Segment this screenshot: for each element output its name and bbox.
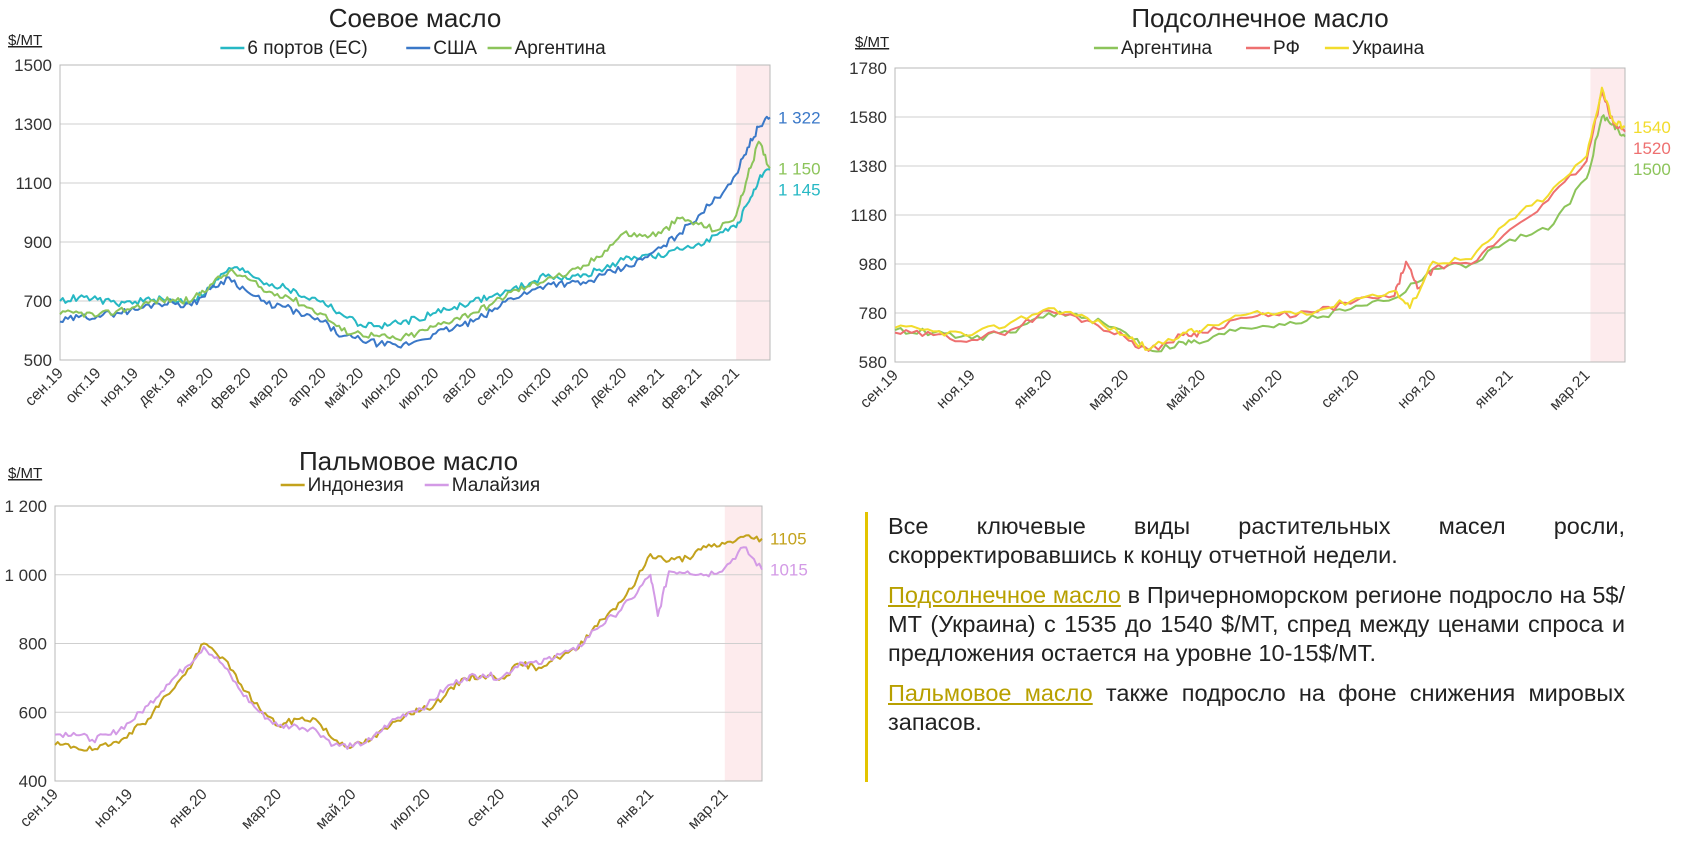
series-line-3 [59, 140, 771, 342]
x-tick-label: янв.21 [1471, 367, 1516, 412]
legend-label: Аргентина [515, 38, 607, 59]
legend-label: Малайзия [452, 475, 540, 496]
y-tick-label: 980 [859, 255, 887, 274]
series-end-label: 1540 [1633, 118, 1671, 137]
series-line-1 [54, 534, 763, 752]
y-tick-label: 800 [19, 635, 47, 654]
x-tick-label: мар.21 [1546, 367, 1593, 414]
y-unit-label: $/MT [8, 32, 42, 49]
y-tick-label: 1500 [14, 56, 52, 75]
y-tick-label: 500 [24, 351, 52, 370]
y-tick-label: 900 [24, 233, 52, 252]
commentary-panel: Все ключевые виды растительных масел рос… [865, 512, 1625, 782]
x-tick-label: сен.20 [1318, 367, 1363, 412]
x-tick-label: янв.21 [612, 786, 657, 831]
plot-frame [59, 64, 771, 361]
series-end-label: 1015 [770, 561, 808, 580]
y-tick-label: 700 [24, 292, 52, 311]
x-tick-label: ноя.20 [537, 786, 583, 832]
y-tick-label: 1180 [850, 206, 887, 225]
plot-frame [894, 67, 1626, 363]
y-tick-label: 580 [859, 353, 887, 372]
x-tick-label: ноя.19 [91, 786, 136, 831]
series-line-3 [894, 86, 1626, 351]
x-tick-label: фев.20 [206, 365, 254, 413]
commentary-paragraph-2-text: в Причерноморском регионе подросло на 5$… [888, 582, 1625, 666]
x-tick-label: июл.20 [1238, 367, 1286, 415]
x-tick-label: ноя.20 [1394, 367, 1440, 413]
sunflower-oil-link[interactable]: Подсолнечное масло [888, 582, 1121, 608]
y-tick-label: 600 [19, 703, 47, 722]
legend-label: 6 портов (ЕС) [247, 38, 367, 59]
x-tick-label: май.20 [313, 786, 360, 833]
x-tick-label: мар.20 [1085, 367, 1132, 414]
x-tick-label: ноя.19 [933, 367, 978, 412]
y-tick-label: 400 [19, 772, 47, 791]
x-tick-label: янв.20 [166, 786, 211, 831]
commentary-paragraph-1: Все ключевые виды растительных масел рос… [888, 513, 1625, 568]
legend-label: Аргентина [1121, 38, 1213, 59]
commentary-paragraph-3-text: также подросло на фоне снижения мировых … [888, 680, 1625, 735]
x-tick-label: янв.20 [1010, 367, 1055, 412]
soybean-oil-chart: 500700900110013001500сен.19окт.19ноя.19д… [8, 3, 821, 413]
x-tick-label: дек.19 [135, 365, 180, 410]
series-end-label: 1 145 [778, 180, 821, 199]
x-tick-label: июл.20 [395, 365, 443, 413]
x-tick-label: ноя.20 [547, 365, 593, 411]
x-tick-label: май.20 [1162, 367, 1209, 414]
legend-label: Украина [1352, 38, 1425, 59]
y-tick-label: 1 000 [4, 566, 47, 585]
sunflower-oil-chart: 580 780 980 1180 1380 1580 1780 сен.19 ноя.19 янв… [849, 3, 1671, 415]
series-end-label: 1 322 [778, 109, 821, 128]
series-line-2 [54, 546, 763, 750]
x-tick-label: сен.20 [463, 786, 508, 831]
plot-frame [54, 505, 763, 782]
commentary-paragraph-2: Подсолнечное масло в Причерноморском рег… [888, 581, 1625, 668]
y-tick-label: 1780 [849, 59, 887, 78]
series-end-label: 1 150 [778, 159, 821, 178]
x-tick-label: мар.20 [245, 365, 292, 412]
recent-period-highlight [736, 65, 770, 360]
y-tick-label: 780 [859, 304, 887, 323]
y-tick-label: 1 200 [4, 497, 47, 516]
series-end-label: 1520 [1633, 139, 1671, 158]
x-tick-label: июн.20 [357, 365, 405, 413]
y-tick-label: 1380 [849, 157, 887, 176]
series-end-label: 1500 [1633, 160, 1671, 179]
y-tick-label: 1580 [849, 108, 887, 127]
series-end-label: 1105 [770, 530, 807, 549]
series-line-2 [894, 91, 1626, 352]
y-unit-label: $/MT [855, 34, 889, 51]
legend-label: США [433, 38, 477, 59]
x-tick-label: сен.19 [857, 367, 902, 412]
chart-title: Подсолнечное масло [1131, 3, 1388, 33]
palm-oil-chart: 400 600 800 1 000 1 200 сен.19 ноя.19 янв.20 мар… [4, 448, 808, 834]
commentary-paragraph-3: Пальмовое масло также подросло на фоне с… [888, 679, 1625, 737]
y-tick-label: 1100 [15, 174, 52, 193]
x-tick-label: мар.20 [238, 786, 285, 833]
x-tick-label: июл.20 [386, 786, 434, 834]
y-unit-label: $/MT [8, 465, 42, 482]
x-tick-label: ноя.19 [97, 365, 142, 410]
palm-oil-link[interactable]: Пальмовое масло [888, 680, 1093, 706]
chart-title: Пальмовое масло [299, 448, 518, 476]
legend-label: Индонезия [308, 475, 404, 496]
x-tick-label: дек.20 [586, 365, 631, 410]
x-tick-label: сен.20 [473, 365, 518, 410]
legend-label: РФ [1273, 38, 1300, 59]
y-tick-label: 1300 [14, 115, 52, 134]
series-line-2 [59, 115, 771, 349]
x-tick-label: фев.21 [657, 365, 705, 413]
x-tick-label: мар.21 [685, 786, 732, 833]
chart-title: Соевое масло [329, 3, 502, 33]
x-tick-label: мар.21 [696, 365, 743, 412]
x-tick-label: сен.19 [17, 786, 62, 831]
series-line-1 [894, 114, 1626, 353]
series-line-1 [59, 168, 771, 330]
x-tick-label: сен.19 [22, 365, 67, 410]
